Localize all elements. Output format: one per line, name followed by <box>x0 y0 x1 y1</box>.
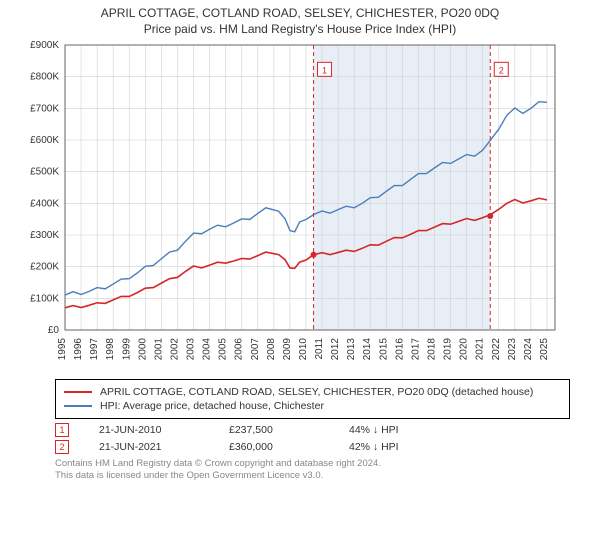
sale-price: £360,000 <box>229 441 319 453</box>
x-tick-label: 2001 <box>153 338 164 361</box>
y-tick-label: £200K <box>30 262 59 273</box>
x-tick-label: 2014 <box>362 338 373 361</box>
x-tick-label: 1999 <box>121 338 132 361</box>
y-tick-label: £700K <box>30 103 59 114</box>
x-tick-label: 2008 <box>266 338 277 361</box>
x-tick-label: 2007 <box>250 338 261 361</box>
x-tick-label: 2015 <box>378 338 389 361</box>
y-tick-label: £100K <box>30 293 59 304</box>
legend-swatch <box>64 391 92 393</box>
x-tick-label: 2017 <box>410 338 421 361</box>
title-sub: Price paid vs. HM Land Registry's House … <box>0 22 600 36</box>
sale-delta: 42% ↓ HPI <box>349 441 399 453</box>
legend: APRIL COTTAGE, COTLAND ROAD, SELSEY, CHI… <box>55 379 570 419</box>
sale-row: 1 21-JUN-2010 £237,500 44% ↓ HPI <box>55 423 570 437</box>
x-tick-label: 2003 <box>186 338 197 361</box>
y-tick-label: £900K <box>30 40 59 51</box>
sale-row: 2 21-JUN-2021 £360,000 42% ↓ HPI <box>55 440 570 454</box>
footer-line1: Contains HM Land Registry data © Crown c… <box>55 458 570 470</box>
x-tick-label: 2004 <box>202 338 213 361</box>
x-tick-label: 2018 <box>427 338 438 361</box>
sale-date: 21-JUN-2021 <box>99 441 199 453</box>
x-tick-label: 2023 <box>507 338 518 361</box>
x-tick-label: 2002 <box>169 338 180 361</box>
x-tick-label: 2012 <box>330 338 341 361</box>
x-tick-label: 2013 <box>346 338 357 361</box>
legend-row: APRIL COTTAGE, COTLAND ROAD, SELSEY, CHI… <box>64 386 561 398</box>
sale-marker-id: 1 <box>322 65 327 75</box>
chart-titles: APRIL COTTAGE, COTLAND ROAD, SELSEY, CHI… <box>0 0 600 36</box>
x-tick-label: 2019 <box>443 338 454 361</box>
x-tick-label: 2009 <box>282 338 293 361</box>
y-tick-label: £300K <box>30 230 59 241</box>
legend-label: HPI: Average price, detached house, Chic… <box>100 400 324 412</box>
sale-delta: 44% ↓ HPI <box>349 424 399 436</box>
sales-table: 1 21-JUN-2010 £237,500 44% ↓ HPI 2 21-JUN-202… <box>55 423 570 454</box>
shaded-region <box>314 45 491 330</box>
x-tick-label: 2011 <box>314 338 325 360</box>
y-tick-label: £600K <box>30 135 59 146</box>
x-tick-label: 2020 <box>459 338 470 361</box>
y-tick-label: £800K <box>30 72 59 83</box>
x-tick-label: 2005 <box>218 338 229 361</box>
x-tick-label: 1995 <box>57 338 68 361</box>
sale-marker-dot <box>311 252 317 258</box>
chart-container: £0 £100K £200K £300K £400K £500K £600K £700K £80… <box>10 40 590 373</box>
y-tick-label: £400K <box>30 198 59 209</box>
x-tick-label: 2000 <box>137 338 148 361</box>
x-tick-label: 2016 <box>394 338 405 361</box>
x-tick-label: 1998 <box>105 338 116 361</box>
legend-label: APRIL COTTAGE, COTLAND ROAD, SELSEY, CHI… <box>100 386 533 398</box>
y-tick-label: £0 <box>48 325 60 336</box>
title-main: APRIL COTTAGE, COTLAND ROAD, SELSEY, CHI… <box>0 6 600 20</box>
x-tick-label: 2024 <box>523 338 534 361</box>
x-tick-label: 2025 <box>539 338 550 361</box>
sale-row-marker: 2 <box>55 440 69 454</box>
sale-marker-dot <box>487 213 493 219</box>
y-tick-label: £500K <box>30 167 59 178</box>
x-tick-label: 2006 <box>234 338 245 361</box>
x-tick-label: 2010 <box>298 338 309 361</box>
x-tick-label: 1997 <box>89 338 100 361</box>
legend-swatch <box>64 405 92 407</box>
sale-date: 21-JUN-2010 <box>99 424 199 436</box>
price-chart: £0 £100K £200K £300K £400K £500K £600K £700K £80… <box>10 40 570 370</box>
footer-line2: This data is licensed under the Open Gov… <box>55 470 570 482</box>
sale-price: £237,500 <box>229 424 319 436</box>
x-tick-label: 2021 <box>475 338 486 361</box>
sale-row-marker: 1 <box>55 423 69 437</box>
x-tick-label: 2022 <box>491 338 502 361</box>
legend-row: HPI: Average price, detached house, Chic… <box>64 400 561 412</box>
footer-attribution: Contains HM Land Registry data © Crown c… <box>55 458 570 483</box>
x-tick-label: 1996 <box>73 338 84 361</box>
sale-marker-id: 2 <box>499 65 504 75</box>
